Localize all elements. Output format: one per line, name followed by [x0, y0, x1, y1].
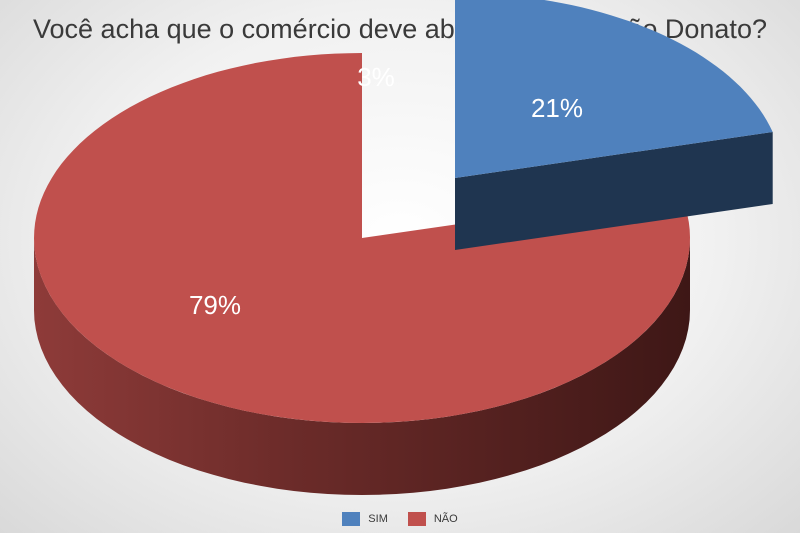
- legend-item-nao: NÃO: [407, 512, 458, 526]
- slice-side-nao: [34, 238, 690, 495]
- legend-label-sim: SIM: [368, 513, 388, 525]
- data-label-nao: 79%: [189, 290, 241, 320]
- legend: SIM NÃO: [0, 512, 800, 526]
- legend-swatch-sim: [342, 512, 361, 526]
- legend-swatch-nao: [407, 512, 426, 526]
- data-label-extra: 3%: [357, 62, 395, 92]
- legend-label-nao: NÃO: [433, 513, 458, 525]
- data-label-sim: 21%: [531, 93, 583, 123]
- slice-nao: [34, 53, 690, 423]
- legend-item-sim: SIM: [342, 512, 388, 526]
- slice-sim: [455, 0, 773, 178]
- slice-side-sim: [455, 132, 773, 250]
